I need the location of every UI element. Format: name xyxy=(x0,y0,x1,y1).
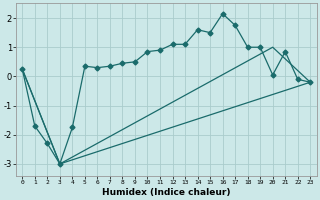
X-axis label: Humidex (Indice chaleur): Humidex (Indice chaleur) xyxy=(102,188,230,197)
